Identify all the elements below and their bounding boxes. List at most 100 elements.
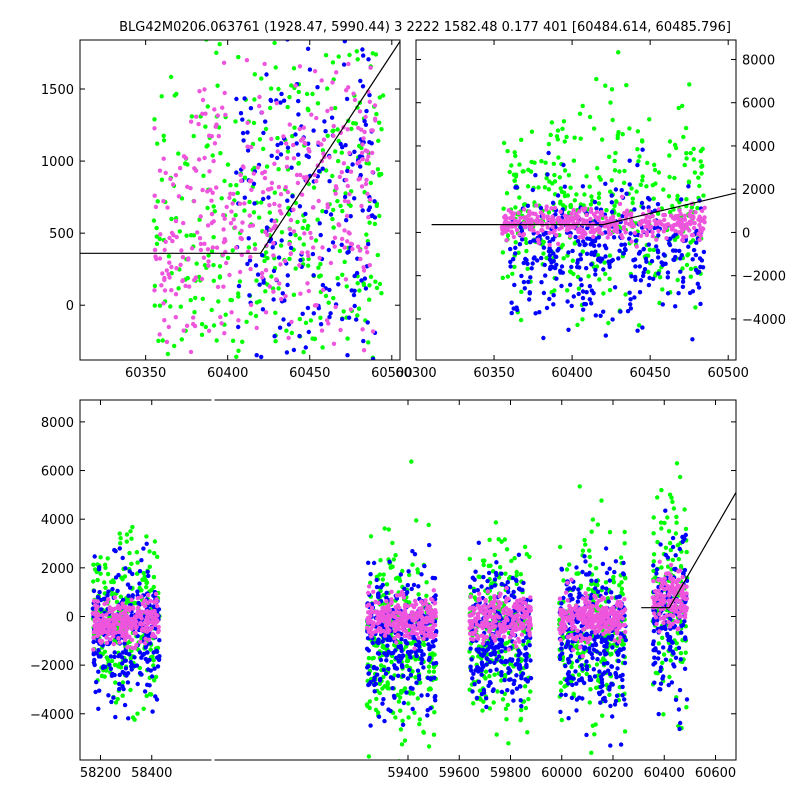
data-point	[681, 623, 685, 627]
data-point	[130, 525, 134, 529]
data-point	[225, 205, 229, 209]
data-point	[602, 260, 606, 264]
data-point	[254, 278, 258, 282]
data-point	[472, 578, 476, 582]
data-point	[480, 708, 484, 712]
data-point	[608, 190, 612, 194]
data-point	[564, 693, 568, 697]
data-point	[159, 283, 163, 287]
data-point	[552, 162, 556, 166]
data-point	[513, 251, 517, 255]
data-point	[669, 658, 673, 662]
data-point	[239, 179, 243, 183]
data-point	[591, 291, 595, 295]
data-point	[512, 265, 516, 269]
data-point	[431, 576, 435, 580]
data-point	[691, 257, 695, 261]
data-point	[690, 214, 694, 218]
data-point	[666, 291, 670, 295]
data-point	[371, 357, 375, 361]
data-point	[488, 681, 492, 685]
data-point	[533, 212, 537, 216]
data-point	[336, 282, 340, 286]
data-point	[155, 604, 159, 608]
data-point	[292, 126, 296, 130]
data-point	[615, 666, 619, 670]
data-point	[91, 563, 95, 567]
data-point	[687, 82, 691, 86]
data-point	[585, 236, 589, 240]
data-point	[298, 317, 302, 321]
data-point	[533, 173, 537, 177]
data-point	[502, 678, 506, 682]
data-point	[113, 715, 117, 719]
data-point	[582, 554, 586, 558]
data-point	[666, 270, 670, 274]
y-tick-label: 8000	[742, 53, 775, 68]
data-point	[148, 599, 152, 603]
data-point	[581, 235, 585, 239]
data-point	[214, 51, 218, 55]
data-point	[229, 209, 233, 213]
data-point	[248, 213, 252, 217]
data-point	[607, 693, 611, 697]
data-point	[213, 141, 217, 145]
data-point	[273, 224, 277, 228]
data-point	[498, 565, 502, 569]
data-point	[129, 562, 133, 566]
data-point	[412, 583, 416, 587]
data-point	[249, 145, 253, 149]
data-point	[623, 292, 627, 296]
data-point	[611, 682, 615, 686]
data-point	[248, 224, 252, 228]
data-point	[209, 199, 213, 203]
data-point	[513, 246, 517, 250]
data-point	[488, 669, 492, 673]
data-point	[656, 250, 660, 254]
data-point	[121, 694, 125, 698]
data-point	[514, 673, 518, 677]
data-point	[222, 179, 226, 183]
data-point	[673, 229, 677, 233]
data-point	[495, 689, 499, 693]
data-point	[328, 311, 332, 315]
data-point	[229, 310, 233, 314]
data-point	[586, 587, 590, 591]
data-point	[347, 53, 351, 57]
data-point	[598, 701, 602, 705]
data-point	[150, 674, 154, 678]
data-point	[292, 293, 296, 297]
scatter-points	[152, 0, 386, 549]
data-point	[378, 572, 382, 576]
data-point	[116, 697, 120, 701]
data-point	[531, 188, 535, 192]
data-point	[662, 253, 666, 257]
data-point	[304, 0, 308, 2]
data-point	[516, 653, 520, 657]
data-point	[608, 567, 612, 571]
data-point	[571, 587, 575, 591]
data-point	[265, 233, 269, 237]
data-point	[607, 687, 611, 691]
data-point	[331, 60, 335, 64]
data-point	[368, 198, 372, 202]
data-point	[506, 703, 510, 707]
data-point	[335, 199, 339, 203]
y-tick-label: 4000	[742, 140, 775, 155]
data-point	[675, 194, 679, 198]
data-point	[589, 596, 593, 600]
data-point	[608, 743, 612, 747]
data-point	[479, 584, 483, 588]
data-point	[635, 147, 639, 151]
data-point	[106, 597, 110, 601]
data-point	[181, 255, 185, 259]
data-point	[144, 585, 148, 589]
data-point	[202, 156, 206, 160]
data-point	[468, 557, 472, 561]
data-point	[278, 262, 282, 266]
data-point	[249, 303, 253, 307]
data-point	[277, 204, 281, 208]
data-point	[484, 696, 488, 700]
data-point	[366, 57, 370, 61]
x-tick-label: 60500	[708, 366, 749, 381]
